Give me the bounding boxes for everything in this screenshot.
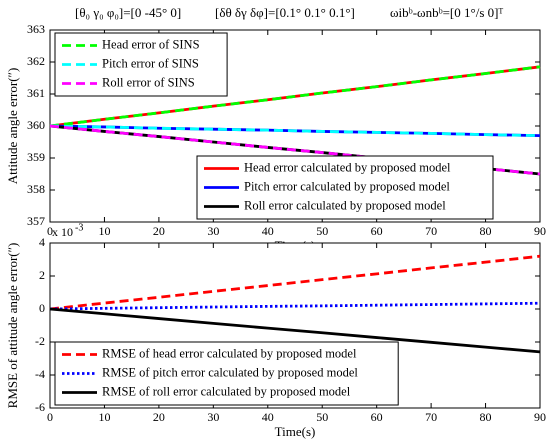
series-line — [49, 307, 541, 354]
y-tick-label: -6 — [35, 400, 45, 414]
x-tick-label: 70 — [425, 224, 437, 238]
x-tick-label: 80 — [480, 410, 492, 424]
y-tick-label: 4 — [39, 235, 45, 249]
legend-label: Pitch error calculated by proposed model — [244, 179, 450, 193]
x-tick-label: 90 — [534, 224, 546, 238]
x-tick-label: 40 — [262, 410, 274, 424]
y-tick-label: 0 — [39, 301, 45, 315]
y-tick-label: 363 — [27, 22, 45, 36]
y-axis-label: RMSE of attitude angle error(″) — [5, 243, 20, 409]
y-tick-label: -4 — [35, 367, 45, 381]
annotation: [δθ δγ δφ]=[0.1° 0.1° 0.1°] — [215, 5, 355, 20]
legend-label: Head error of SINS — [102, 37, 200, 51]
legend-box — [196, 155, 494, 220]
y-tick-label: 361 — [27, 86, 45, 100]
y-tick-label: 358 — [27, 182, 45, 196]
x-tick-label: 50 — [316, 410, 328, 424]
x-tick-label: 40 — [262, 224, 274, 238]
legend: RMSE of head error calculated by propose… — [54, 341, 399, 406]
y-tick-label: 362 — [27, 54, 45, 68]
annotation: ωibᵇ-ωnbᵇ=[0 1°/s 0]ᵀ — [390, 5, 503, 20]
series-line — [49, 254, 541, 311]
legend-label: Roll error of SINS — [102, 75, 195, 89]
legend: Head error of SINS Pitch error of SINS Rol… — [54, 32, 228, 97]
x-tick-label: 50 — [316, 224, 328, 238]
x-tick-label: 0 — [47, 224, 53, 238]
x-tick-label: 60 — [371, 224, 383, 238]
y-axis-label: Attitude angle error(″) — [5, 68, 20, 185]
x-tick-label: 60 — [371, 410, 383, 424]
x-tick-label: 10 — [98, 410, 110, 424]
legend-label: Head error calculated by proposed model — [244, 160, 451, 174]
y-tick-label: 357 — [27, 214, 45, 228]
x-tick-label: 20 — [153, 410, 165, 424]
legend-box — [54, 341, 399, 406]
y-scale-exponent: -3 — [75, 222, 83, 233]
series-line — [49, 301, 541, 311]
x-tick-label: 0 — [47, 410, 53, 424]
y-tick-label: 359 — [27, 150, 45, 164]
y-tick-label: 360 — [27, 118, 45, 132]
legend-label: RMSE of pitch error calculated by propos… — [102, 365, 358, 379]
x-axis-label: Time(s) — [275, 424, 316, 439]
x-tick-label: 80 — [480, 224, 492, 238]
series-line — [49, 124, 541, 137]
y-scale-label: x 10 — [52, 225, 73, 239]
series-line — [49, 65, 541, 128]
x-tick-label: 30 — [207, 410, 219, 424]
x-tick-label: 20 — [153, 224, 165, 238]
y-tick-label: 2 — [39, 268, 45, 282]
x-tick-label: 70 — [425, 410, 437, 424]
legend: Head error calculated by proposed model P… — [196, 155, 494, 220]
x-tick-label: 10 — [98, 224, 110, 238]
legend-label: Pitch error of SINS — [102, 56, 199, 70]
x-tick-label: 30 — [207, 224, 219, 238]
y-tick-label: -2 — [35, 334, 45, 348]
x-tick-label: 90 — [534, 410, 546, 424]
legend-label: RMSE of head error calculated by propose… — [102, 346, 357, 360]
annotation: [θ₀ γ₀ φ₀]=[0 -45° 0] — [75, 5, 181, 20]
legend-label: RMSE of roll error calculated by propose… — [102, 384, 351, 398]
legend-label: Roll error calculated by proposed model — [244, 198, 446, 212]
